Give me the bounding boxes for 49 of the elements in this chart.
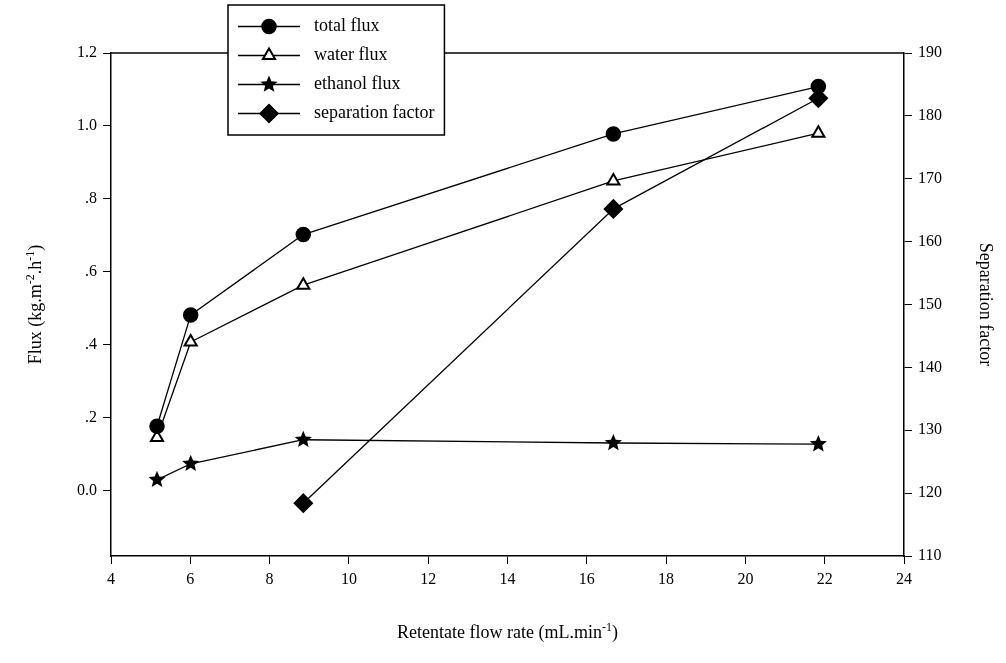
point — [294, 430, 312, 448]
legend-label: ethanol flux — [314, 73, 401, 94]
x-tick-label: 24 — [896, 569, 912, 587]
point — [293, 493, 314, 513]
y2-tick-label: 170 — [918, 168, 942, 186]
point — [606, 172, 621, 186]
y-tick-label: .4 — [85, 334, 97, 352]
y-tick-label: 1.0 — [77, 116, 97, 134]
x-tick-label: 12 — [420, 569, 437, 587]
y2-tick-label: 120 — [918, 483, 942, 501]
y-tick-label: 1.2 — [77, 43, 97, 61]
point — [809, 435, 827, 452]
y2-tick-label: 140 — [918, 357, 942, 375]
x-tick-label: 18 — [658, 569, 675, 587]
point — [148, 470, 166, 488]
x-tick-label: 16 — [578, 569, 595, 587]
point — [296, 277, 311, 290]
x-tick-label: 14 — [499, 569, 516, 587]
x-tick-label: 4 — [107, 569, 115, 587]
point — [603, 199, 624, 219]
x-tick-label: 20 — [737, 569, 754, 587]
point — [604, 434, 622, 451]
point — [183, 334, 198, 347]
x-tick-label: 10 — [340, 569, 357, 587]
x-tick-label: 8 — [265, 569, 274, 587]
y-tick-label: .8 — [85, 189, 97, 206]
legend-label: water flux — [314, 44, 388, 65]
legend-label: separation factor — [314, 102, 435, 123]
y2-tick-label: 150 — [918, 294, 942, 312]
y-tick-label: .2 — [85, 407, 97, 425]
point — [182, 307, 199, 323]
point — [811, 125, 826, 138]
y2-tick-label: 130 — [918, 420, 942, 438]
x-tick-label: 22 — [816, 569, 833, 587]
point — [810, 78, 827, 95]
point — [182, 454, 200, 472]
point — [295, 226, 312, 243]
y2-tick-label: 110 — [918, 546, 942, 564]
y-tick-label: 0.0 — [77, 480, 97, 498]
point — [149, 418, 165, 434]
y2-tick-label: 180 — [918, 106, 942, 124]
y-tick-label: .6 — [85, 261, 97, 279]
legend-label: total flux — [314, 15, 380, 36]
y2-axis-title: Separation factor — [974, 242, 996, 367]
point — [605, 126, 622, 142]
y2-tick-label: 160 — [918, 231, 942, 249]
y2-tick-label: 190 — [918, 43, 942, 61]
x-tick-label: 6 — [186, 569, 195, 587]
x-axis-title: Retentate flow rate (mL.min$^{-1}$) — [397, 620, 618, 643]
